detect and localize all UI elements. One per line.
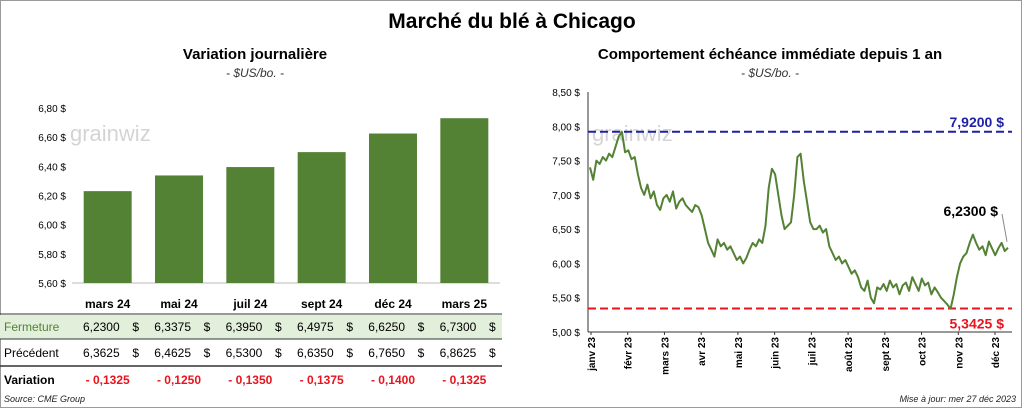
- bar-déc-24: [369, 133, 417, 283]
- variation-value: - 0,1375: [300, 373, 344, 387]
- left-chart-title: Variation journalière: [182, 46, 328, 63]
- precedent-value: 6,4625: [154, 346, 191, 360]
- y-tick-label: 5,60 $: [38, 279, 66, 290]
- y-tick-label: 5,00 $: [552, 328, 580, 339]
- variation-value: - 0,1250: [157, 373, 201, 387]
- source-note: Source: CME Group: [4, 394, 86, 404]
- bar-mars-24: [83, 191, 132, 283]
- bar-mai-24: [155, 175, 203, 283]
- y-tick-label: 6,50 $: [552, 225, 580, 236]
- currency-sign: $: [346, 320, 353, 334]
- x-tick-label: août 23: [844, 337, 855, 372]
- variation-value: - 0,1350: [228, 373, 272, 387]
- x-tick-label: oct 23: [918, 337, 929, 366]
- currency-sign: $: [132, 346, 139, 360]
- y-tick-label: 6,80 $: [38, 104, 66, 115]
- price-series-line: [589, 130, 1009, 310]
- x-tick-label: sept 23: [881, 337, 892, 372]
- y-tick-label: 6,00 $: [552, 259, 580, 270]
- fermeture-value: 6,6250: [368, 320, 405, 334]
- variation-value: - 0,1325: [86, 373, 130, 387]
- currency-sign: $: [489, 346, 496, 360]
- x-tick-label: juin 23: [771, 337, 782, 370]
- currency-sign: $: [418, 346, 425, 360]
- variation-value: - 0,1400: [371, 373, 415, 387]
- y-tick-label: 7,00 $: [552, 191, 580, 202]
- update-note: Mise à jour: mer 27 déc 2023: [899, 394, 1016, 404]
- x-tick-label: mai 23: [734, 337, 745, 369]
- x-tick-label: mars 23: [660, 337, 671, 375]
- row-label-variation: Variation: [4, 373, 55, 387]
- x-tick-label: nov 23: [954, 337, 965, 369]
- bar-sept-24: [297, 152, 346, 283]
- right-chart-unit: - $US/bo. -: [740, 66, 800, 80]
- watermark-left: grainwiz: [70, 121, 151, 146]
- y-tick-label: 8,50 $: [552, 88, 580, 99]
- bar-chart: grainwiz 5,60 $ 5,80 $ 6,00 $ 6,20 $ 6,40 $ 6,…: [38, 104, 500, 290]
- price-table: mars 24 mai 24 juil 24 sept 24 déc 24 mars 25…: [0, 297, 502, 387]
- row-label-précédent: Précédent: [4, 346, 59, 360]
- y-tick-label: 6,00 $: [38, 221, 66, 232]
- currency-sign: $: [346, 346, 353, 360]
- last-price-leader: [1001, 213, 1008, 242]
- high-label: 7,9200 $: [950, 114, 1005, 130]
- precedent-value: 6,7650: [368, 346, 405, 360]
- currency-sign: $: [489, 320, 496, 334]
- currency-sign: $: [204, 320, 211, 334]
- currency-sign: $: [275, 320, 282, 334]
- page-title: Marché du blé à Chicago: [388, 10, 636, 33]
- line-chart: grainwiz 5,00 $ 5,50 $ 6,00 $ 6,50 $ 7,00 $ 7,…: [552, 88, 1012, 375]
- currency-sign: $: [204, 346, 211, 360]
- y-tick-label: 7,50 $: [552, 157, 580, 168]
- x-tick-label: juil 23: [807, 337, 818, 367]
- fermeture-value: 6,3950: [226, 320, 263, 334]
- precedent-value: 6,5300: [226, 346, 263, 360]
- variation-value: - 0,1325: [442, 373, 486, 387]
- fermeture-value: 6,7300: [440, 320, 477, 334]
- category-label: mars 25: [442, 297, 488, 311]
- y-tick-label: 6,40 $: [38, 162, 66, 173]
- fermeture-value: 6,4975: [297, 320, 334, 334]
- last-price-label: 6,2300 $: [944, 203, 999, 219]
- currency-sign: $: [418, 320, 425, 334]
- precedent-value: 6,8625: [440, 346, 477, 360]
- x-tick-label: janv 23: [587, 337, 598, 372]
- y-tick-label: 6,20 $: [38, 192, 66, 203]
- precedent-value: 6,3625: [83, 346, 120, 360]
- bar-juil-24: [226, 167, 275, 283]
- category-label: mai 24: [160, 297, 198, 311]
- category-label: juil 24: [232, 297, 267, 311]
- currency-sign: $: [132, 320, 139, 334]
- left-chart-unit: - $US/bo. -: [225, 66, 285, 80]
- precedent-value: 6,6350: [297, 346, 334, 360]
- watermark-right: grainwiz: [592, 121, 673, 146]
- y-tick-label: 5,50 $: [552, 294, 580, 305]
- category-label: sept 24: [301, 297, 343, 311]
- x-tick-label: avr 23: [697, 337, 708, 366]
- category-label: déc 24: [374, 297, 412, 311]
- y-tick-label: 8,00 $: [552, 122, 580, 133]
- x-tick-label: févr 23: [624, 337, 635, 370]
- fermeture-row-bg: [0, 315, 502, 339]
- y-tick-label: 6,60 $: [38, 133, 66, 144]
- row-label-fermeture: Fermeture: [4, 320, 60, 334]
- x-tick-label: déc 23: [991, 337, 1002, 369]
- fermeture-value: 6,3375: [154, 320, 191, 334]
- fermeture-value: 6,2300: [83, 320, 120, 334]
- low-label: 5,3425 $: [950, 316, 1005, 332]
- category-label: mars 24: [85, 297, 131, 311]
- currency-sign: $: [275, 346, 282, 360]
- bar-mars-25: [440, 118, 489, 283]
- right-chart-title: Comportement échéance immédiate depuis 1…: [597, 46, 943, 63]
- y-tick-label: 5,80 $: [38, 250, 66, 261]
